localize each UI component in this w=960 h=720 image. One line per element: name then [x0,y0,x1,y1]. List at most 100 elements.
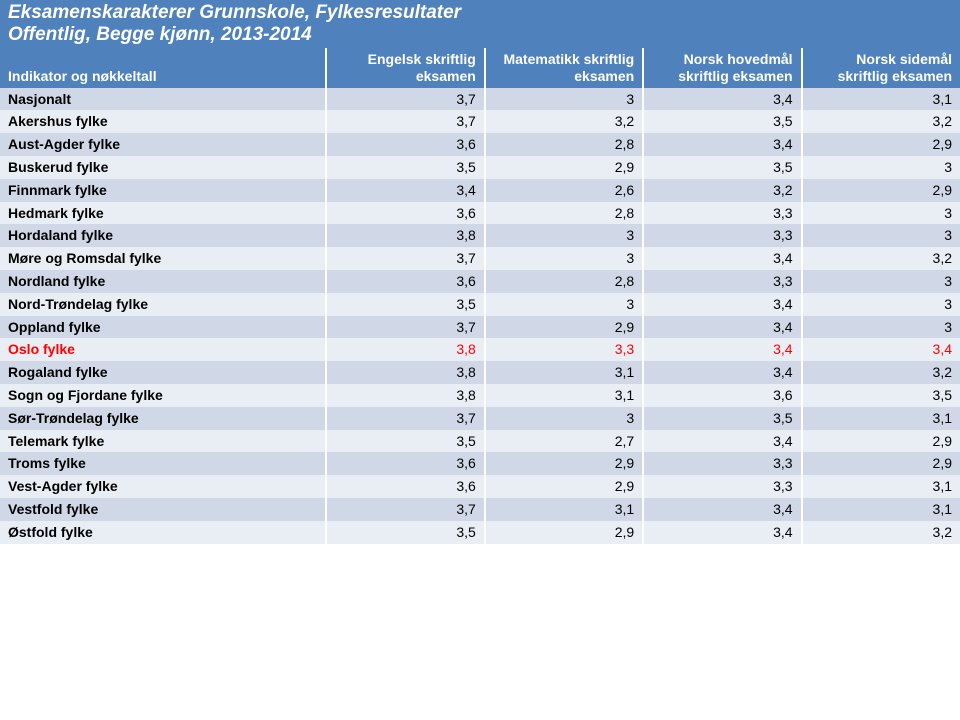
row-value: 3 [802,270,960,293]
row-value: 3,4 [643,293,801,316]
row-value: 3,5 [802,384,960,407]
table-row: Buskerud fylke3,52,93,53 [0,156,960,179]
row-value: 3,1 [485,361,643,384]
row-value: 3,4 [643,316,801,339]
table-row: Rogaland fylke3,83,13,43,2 [0,361,960,384]
row-value: 3,3 [643,270,801,293]
col-header-hovedmal: Norsk hovedmål skriftlig eksamen [643,48,801,88]
row-value: 2,6 [485,179,643,202]
row-value: 3 [485,293,643,316]
row-value: 2,9 [802,452,960,475]
row-value: 3,3 [643,224,801,247]
row-value: 3 [802,156,960,179]
row-value: 2,9 [485,521,643,544]
row-value: 3 [485,407,643,430]
table-row: Vestfold fylke3,73,13,43,1 [0,498,960,521]
row-value: 3,1 [802,88,960,111]
row-value: 3,2 [802,110,960,133]
row-value: 3,8 [326,361,484,384]
row-label: Nasjonalt [0,88,326,111]
row-label: Nordland fylke [0,270,326,293]
table-row: Møre og Romsdal fylke3,733,43,2 [0,247,960,270]
row-label: Troms fylke [0,452,326,475]
table-row: Sogn og Fjordane fylke3,83,13,63,5 [0,384,960,407]
col-header-math: Matematikk skriftlig eksamen [485,48,643,88]
row-value: 3,5 [643,156,801,179]
table-row: Oslo fylke3,83,33,43,4 [0,338,960,361]
row-label: Vestfold fylke [0,498,326,521]
row-value: 3,7 [326,110,484,133]
row-value: 2,8 [485,202,643,225]
row-label: Østfold fylke [0,521,326,544]
row-value: 3 [485,88,643,111]
row-value: 3 [485,224,643,247]
row-value: 3 [802,316,960,339]
row-value: 3,4 [643,498,801,521]
row-label: Møre og Romsdal fylke [0,247,326,270]
row-value: 3,6 [326,475,484,498]
row-value: 3,8 [326,384,484,407]
report-subtitle: Offentlig, Begge kjønn, 2013-2014 [0,24,960,48]
table-row: Oppland fylke3,72,93,43 [0,316,960,339]
row-value: 3 [802,293,960,316]
row-value: 3,6 [326,133,484,156]
row-value: 3,8 [326,338,484,361]
row-label: Telemark fylke [0,430,326,453]
row-value: 3,5 [326,521,484,544]
row-value: 2,9 [802,430,960,453]
row-value: 3,2 [643,179,801,202]
col-header-indicator: Indikator og nøkkeltall [0,48,326,88]
row-value: 3,2 [802,247,960,270]
table-row: Sør-Trøndelag fylke3,733,53,1 [0,407,960,430]
row-value: 3,5 [326,430,484,453]
row-label: Sør-Trøndelag fylke [0,407,326,430]
table-row: Hedmark fylke3,62,83,33 [0,202,960,225]
table-body: Nasjonalt3,733,43,1Akershus fylke3,73,23… [0,88,960,544]
row-value: 2,9 [485,452,643,475]
row-label: Akershus fylke [0,110,326,133]
row-value: 2,8 [485,133,643,156]
row-label: Oslo fylke [0,338,326,361]
row-label: Sogn og Fjordane fylke [0,384,326,407]
row-value: 2,9 [485,475,643,498]
table-row: Vest-Agder fylke3,62,93,33,1 [0,475,960,498]
row-value: 3,3 [643,452,801,475]
row-value: 3,4 [643,338,801,361]
table-row: Akershus fylke3,73,23,53,2 [0,110,960,133]
row-value: 2,9 [802,179,960,202]
row-value: 3,6 [326,270,484,293]
row-value: 3,8 [326,224,484,247]
table-row: Østfold fylke3,52,93,43,2 [0,521,960,544]
row-value: 3,4 [643,88,801,111]
row-value: 3 [802,202,960,225]
row-value: 3,1 [485,384,643,407]
row-value: 3,6 [326,452,484,475]
row-value: 3,1 [802,407,960,430]
row-value: 2,9 [485,156,643,179]
row-value: 2,9 [485,316,643,339]
row-value: 3,5 [326,156,484,179]
row-value: 3,3 [643,202,801,225]
row-value: 3,1 [485,498,643,521]
row-value: 3,3 [485,338,643,361]
table-row: Troms fylke3,62,93,32,9 [0,452,960,475]
row-value: 2,8 [485,270,643,293]
row-label: Hedmark fylke [0,202,326,225]
row-value: 3,2 [485,110,643,133]
row-value: 3,4 [643,247,801,270]
col-header-sidemal: Norsk sidemål skriftlig eksamen [802,48,960,88]
table-row: Nasjonalt3,733,43,1 [0,88,960,111]
row-value: 3,4 [326,179,484,202]
row-value: 2,9 [802,133,960,156]
row-label: Nord-Trøndelag fylke [0,293,326,316]
row-value: 3,7 [326,247,484,270]
row-value: 2,7 [485,430,643,453]
row-value: 3,5 [326,293,484,316]
row-value: 3,5 [643,110,801,133]
row-label: Finnmark fylke [0,179,326,202]
table-row: Nord-Trøndelag fylke3,533,43 [0,293,960,316]
row-value: 3,1 [802,475,960,498]
row-value: 3,5 [643,407,801,430]
row-value: 3,4 [643,361,801,384]
row-value: 3,7 [326,88,484,111]
